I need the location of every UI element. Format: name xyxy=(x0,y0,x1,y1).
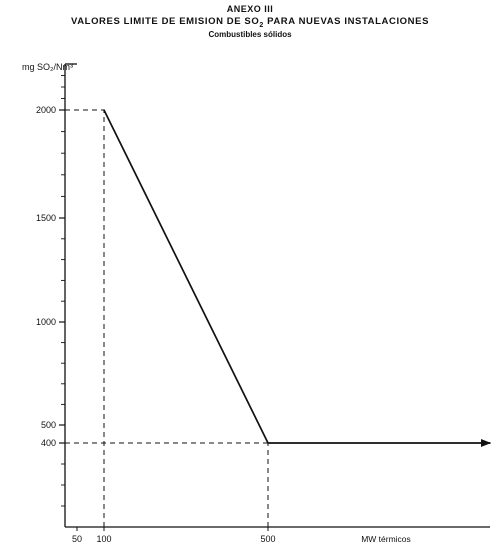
chart-title: VALORES LIMITE DE EMISION DE SO2 PARA NU… xyxy=(0,16,500,29)
x-axis-label: MW térmicos xyxy=(361,534,411,544)
chart-subtitle: Combustibles sólidos xyxy=(208,30,292,39)
y-tick-label-400: 400 xyxy=(41,438,56,448)
title-rest: PARA NUEVAS INSTALACIONES xyxy=(263,16,430,27)
y-tick-label-2000: 2000 xyxy=(36,105,56,115)
y-tick-label-1000: 1000 xyxy=(36,317,56,327)
annex-label: ANEXO III xyxy=(226,4,274,14)
x-tick-label-50: 50 xyxy=(72,534,82,544)
title-main: VALORES LIMITE DE EMISION DE SO xyxy=(70,16,260,27)
y-tick-label-1500: 1500 xyxy=(36,213,56,223)
data-point-0-0 xyxy=(103,109,105,111)
x-tick-label-100: 100 xyxy=(96,534,111,544)
data-point-0-1 xyxy=(267,442,269,444)
data-point-0-2 xyxy=(489,442,491,444)
series-line-0 xyxy=(103,109,491,447)
y-axis-label: mg SO₂/Nm³ xyxy=(22,62,73,72)
y-tick-label-500: 500 xyxy=(41,420,56,430)
title-subscript: 2 xyxy=(259,22,264,29)
x-tick-label-500: 500 xyxy=(260,534,275,544)
